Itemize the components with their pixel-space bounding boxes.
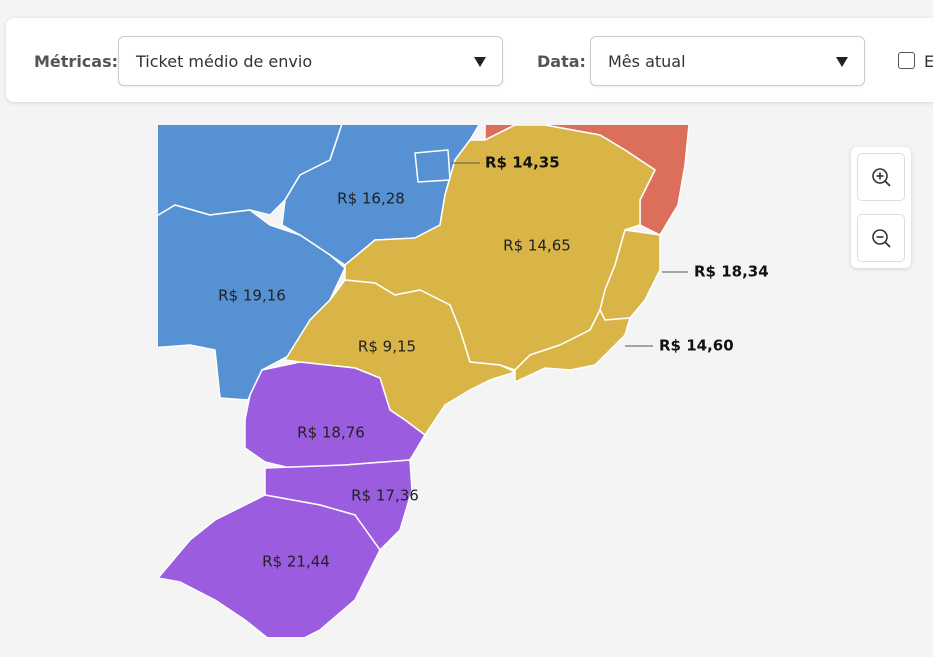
region[interactable] — [158, 494, 381, 640]
zoom-in-icon — [872, 168, 891, 187]
region-label: R$ 19,16 — [218, 287, 286, 305]
region-label: R$ 21,44 — [262, 553, 330, 571]
region-label: R$ 17,36 — [351, 487, 419, 505]
region[interactable] — [514, 309, 631, 383]
region-label: R$ 14,60 — [659, 337, 734, 355]
checkbox[interactable] — [898, 52, 915, 69]
dropdown-arrow — [836, 57, 848, 67]
date-select[interactable]: Mês atual — [590, 36, 865, 86]
zoom-controls — [851, 147, 911, 268]
region-label: R$ 16,28 — [337, 190, 405, 208]
region[interactable] — [344, 125, 656, 371]
region[interactable] — [284, 279, 516, 436]
metric-select[interactable]: Ticket médio de envio — [118, 36, 503, 86]
date-value: Mês atual — [608, 52, 686, 71]
region-label: R$ 14,35 — [485, 154, 560, 172]
region[interactable] — [414, 149, 451, 183]
region-label: R$ 18,76 — [297, 424, 365, 442]
zoom-out-button[interactable] — [857, 214, 905, 262]
checkbox-label: E — [924, 52, 933, 71]
metric-label: Métricas: — [34, 52, 118, 71]
dropdown-arrow — [474, 57, 486, 67]
region-label: R$ 18,34 — [694, 263, 769, 281]
region-label: R$ 14,65 — [503, 237, 571, 255]
region-label: R$ 9,15 — [358, 338, 416, 356]
zoom-out-icon — [872, 229, 891, 248]
zoom-in-button[interactable] — [857, 153, 905, 201]
metric-value: Ticket médio de envio — [136, 52, 313, 71]
date-label: Data: — [537, 52, 586, 71]
